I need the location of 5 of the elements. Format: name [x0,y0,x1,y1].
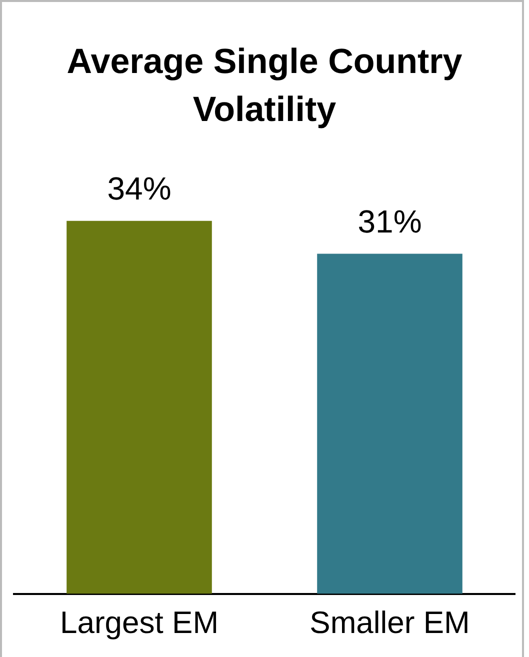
chart-title: Average Single Country Volatility [66,41,464,131]
data-label: 34% [107,170,172,207]
x-tick-label: Smaller EM [310,604,470,640]
x-tick-label: Largest EM [60,604,219,640]
data-label: 31% [358,204,422,240]
